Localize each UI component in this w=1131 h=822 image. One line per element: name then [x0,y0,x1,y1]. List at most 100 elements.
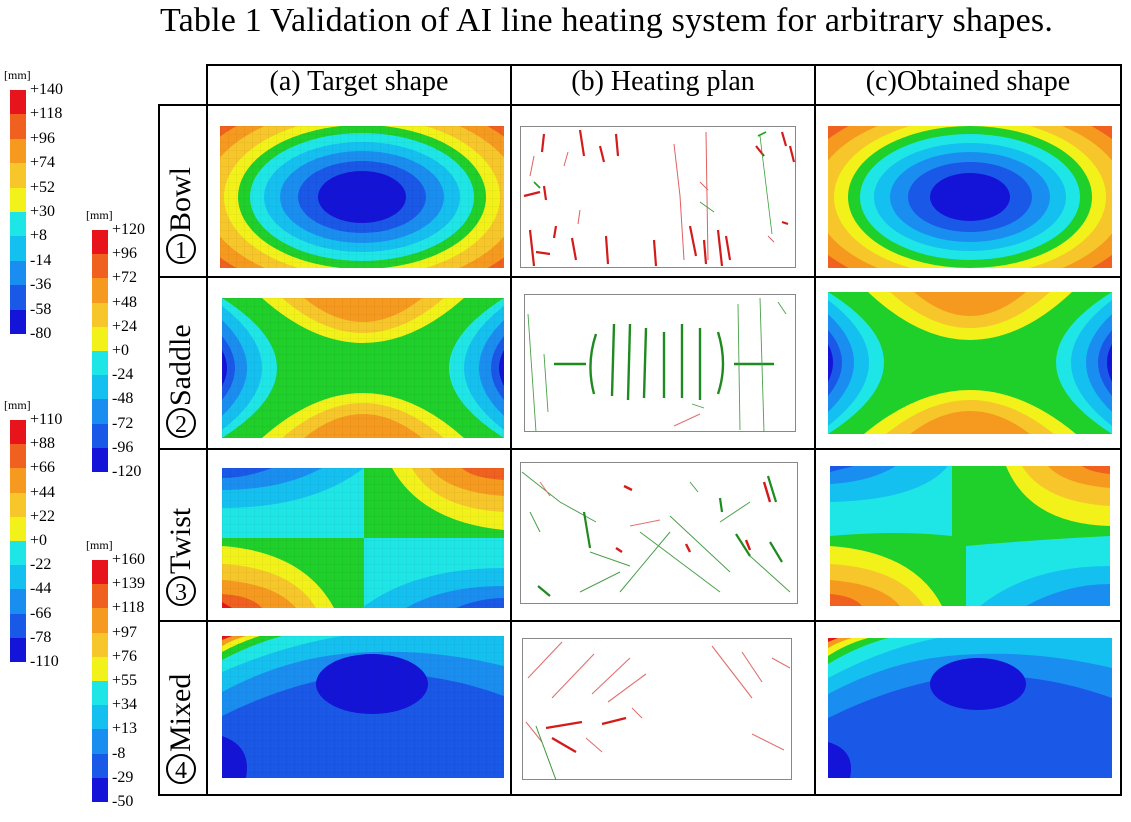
colorbar-label: +96 [30,129,56,147]
colorbar-segment [92,777,108,802]
row-number: 3 [166,576,196,606]
colorbar-segment [10,260,26,286]
row-name: Bowl [164,166,197,232]
colorbar-segment [92,632,108,657]
row-name: Saddle [164,324,197,406]
colorbar-segment [92,584,108,609]
colorbar-unit: [mm] [86,538,113,552]
colorbar-segment [10,516,26,541]
colorbar-segment [10,309,26,334]
row-label-bowl: 1Bowl [164,167,198,264]
colorbar-segment [10,114,26,139]
row-number: 4 [166,754,196,784]
colorbar-segment [92,705,108,730]
colorbar-label: +0 [30,532,48,549]
saddle-heating-plan [524,294,796,432]
colorbar-segment [92,254,108,279]
colorbar-segment [10,613,26,638]
colorbar-label: +66 [30,459,56,477]
colorbar-label: +110 [30,411,63,428]
colorbar-segment [10,420,26,445]
colorbar-segment [92,423,108,448]
colorbar-segment [10,589,26,614]
colorbar-label: -48 [112,390,134,408]
colorbar-label: -78 [30,628,52,646]
colorbar-scale [92,560,108,802]
colorbar-segment [10,211,26,237]
colorbar-segment [10,444,26,469]
colorbar-segment [10,565,26,590]
colorbar-label: -72 [112,414,134,432]
bowl-heating-plan [520,126,796,268]
twist-heating-plan [520,462,798,604]
colorbar-label: -14 [30,251,52,269]
colorbar-segment [10,540,26,566]
colorbar-unit: [mm] [4,398,31,412]
colorbar-label: +74 [30,154,56,172]
colorbar-label: -50 [112,793,134,810]
colorbar-unit: [mm] [4,68,31,82]
colorbar-segment [10,187,26,212]
colorbar-segment [10,138,26,164]
colorbar-segment [10,285,26,310]
twist-obtained-contour [830,466,1110,606]
colorbar-label: +44 [30,483,56,501]
colorbar-label: -110 [30,653,59,670]
colorbar-label: +48 [112,293,138,311]
colorbar-segment [92,302,108,327]
colorbar-segment [10,236,26,261]
colorbar-label: +140 [30,81,64,98]
column-header-heating-plan: (b) Heating plan [571,66,755,97]
colorbar-label: -22 [30,556,52,574]
row-label-saddle: 2Saddle [164,324,198,438]
colorbar-segment [10,163,26,188]
saddle-target-contour [222,298,504,438]
column-header-target: (a) Target shape [269,66,449,97]
colorbar-label: +55 [112,672,138,689]
colorbar-segment [92,656,108,681]
colorbar-label: -80 [30,325,52,342]
colorbar-label: +96 [112,245,138,263]
twist-target-contour [222,468,504,608]
colorbar-unit: [mm] [86,208,113,222]
colorbar-twist: [mm] +110 +88 +66 +44 +22 +0 -22 -44 -66 -78 -110 [4,398,84,673]
row-name: Mixed [164,673,197,752]
colorbar-label: +30 [30,203,56,220]
colorbar-label: -96 [112,438,134,456]
row-label-twist: 3Twist [164,508,198,606]
colorbar-label: +76 [112,647,138,665]
colorbar-label: -120 [112,463,142,480]
colorbar-scale [10,420,26,662]
colorbar-label: -24 [112,366,134,384]
row-label-mixed: 4Mixed [164,674,198,784]
results-table: (a) Target shape (b) Heating plan (c)Obt… [158,64,1124,797]
column-header-obtained: (c)Obtained shape [865,66,1071,97]
colorbar-label: -58 [30,300,52,318]
colorbar-segment [92,278,108,303]
colorbar-scale [10,90,26,334]
colorbar-label: -66 [30,604,52,622]
colorbar-segment [92,326,108,351]
colorbar-label: +13 [112,720,138,738]
mixed-target-contour [222,636,504,778]
colorbar-segment [10,468,26,493]
colorbar-segment [92,447,108,472]
colorbar-label: +34 [112,696,138,714]
colorbar-label: +72 [112,269,138,287]
colorbar-segment [92,608,108,633]
colorbar-segment [92,375,108,400]
row-name: Twist [164,507,197,574]
row-number: 2 [166,408,196,438]
colorbar-label: +97 [112,623,138,641]
colorbar-label: +120 [112,221,146,238]
table-title: Table 1 Validation of AI line heating sy… [160,2,1054,39]
colorbar-segment [92,680,108,706]
colorbar-label: +139 [112,575,146,593]
colorbar-label: +160 [112,551,146,568]
colorbar-segment [10,90,26,115]
colorbar-mixed: [mm] +160 +139 +118 +97 +76 +55 +34 +13 -8 -29 -50 [86,538,166,818]
bowl-target-contour [220,126,504,268]
saddle-obtained-contour [828,292,1112,434]
colorbar-segment [92,230,108,255]
colorbar-label: +0 [112,342,130,359]
